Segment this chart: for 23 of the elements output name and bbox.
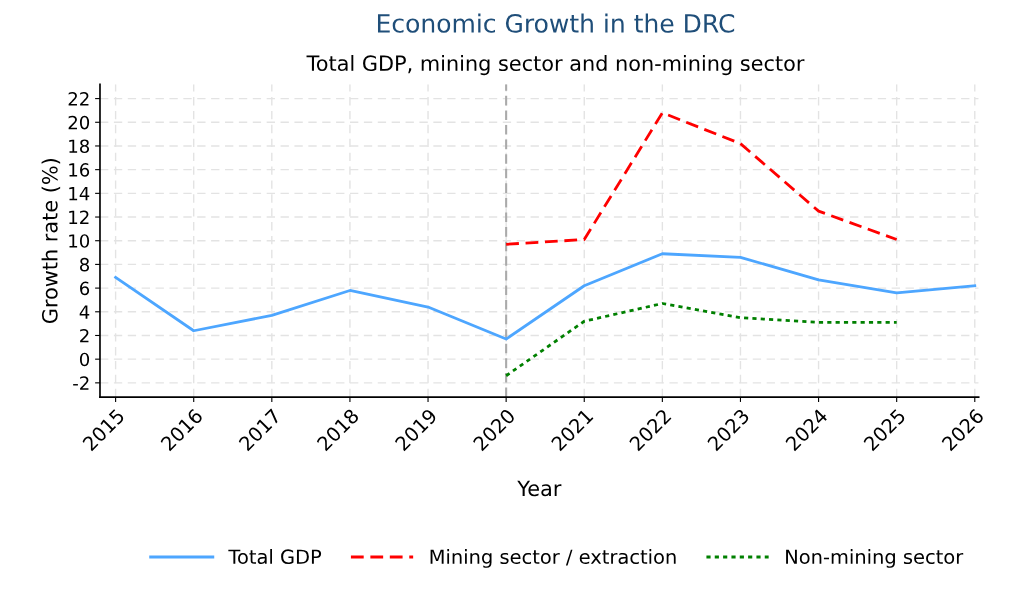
y-tick-label: 4 [79,305,90,319]
y-tick-label: 10 [69,234,90,248]
y-tick-label: 0 [79,352,90,367]
y-tick-label: 12 [69,210,89,224]
y-tick-label: 16 [69,163,90,177]
line-series [114,252,977,341]
legend-label: Mining sector / extraction [430,549,676,568]
y-tick-label: 2 [80,328,89,343]
line-series [504,111,899,246]
y-tick-label: 6 [80,281,90,296]
chart-title: Economic Growth in the DRC [377,13,735,33]
x-axis-title: Year [517,480,562,497]
legend-label: Non-mining sector [786,549,964,568]
y-tick-label: 22 [68,92,89,106]
y-tick-label: 14 [69,187,90,201]
y-tick-label: 18 [69,139,90,154]
line-series [504,302,899,378]
y-tick-label: -2 [73,376,89,390]
y-tick-label: 8 [80,257,90,272]
y-tick-label: 20 [68,115,90,130]
legend-label: Total GDP [228,549,322,565]
chart-subtitle: Total GDP, mining sector and non-mining sector [306,54,805,76]
y-axis-title: Growth rate (%) [41,159,61,324]
